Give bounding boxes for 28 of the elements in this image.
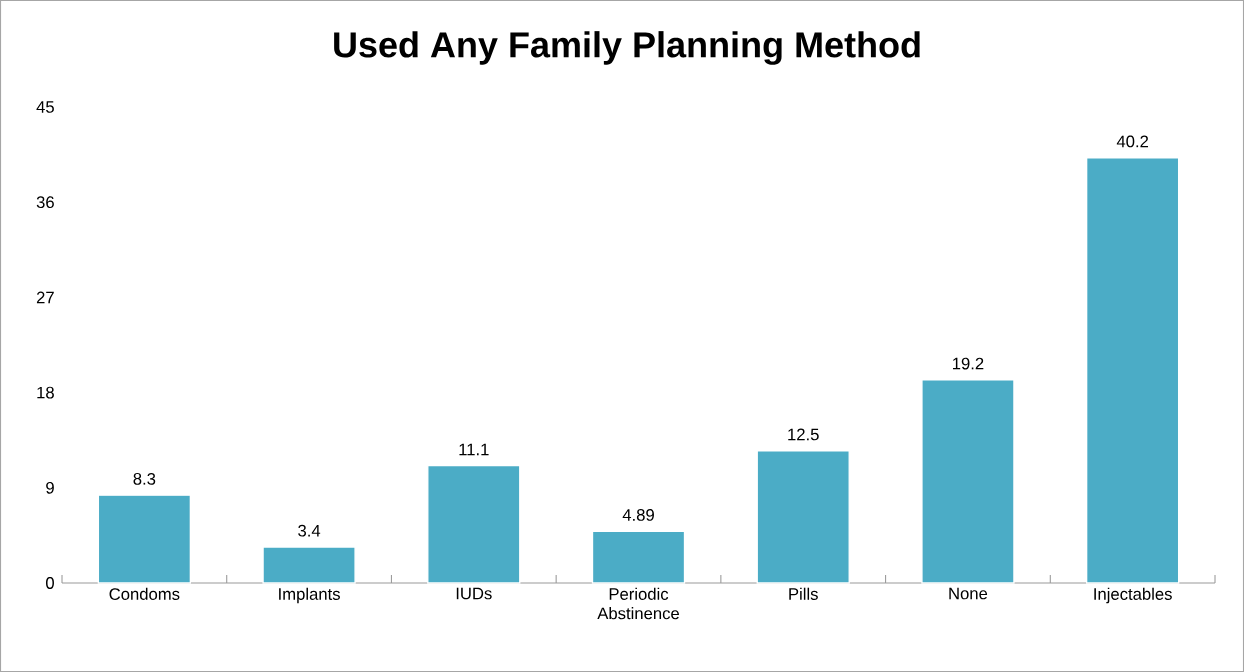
x-tick-label: None — [949, 587, 988, 600]
y-tick-label: 18 — [37, 386, 54, 399]
data-label: 11.1 — [459, 443, 489, 456]
y-tick-label: 36 — [36, 196, 54, 209]
x-tick-label: Pills — [789, 587, 818, 600]
bar — [591, 530, 686, 584]
y-tick-label: 45 — [36, 101, 54, 113]
y-tick-label: 9 — [46, 481, 54, 494]
y-tick-label: 27 — [36, 291, 54, 304]
x-tick-label: Implants — [279, 587, 340, 604]
x-tick-label: Injectables — [1094, 587, 1172, 604]
bar — [756, 450, 850, 584]
y-tick-label: 0 — [46, 577, 54, 589]
data-label: 3.4 — [298, 524, 321, 537]
chart-title: Used Any Family Planning Method — [334, 31, 920, 65]
data-label: 40.2 — [1116, 135, 1149, 148]
x-tick-label: Condoms — [109, 587, 180, 600]
data-label: 19.2 — [952, 357, 984, 370]
bar — [262, 546, 356, 584]
x-tick-label: Periodic Abstinence — [597, 587, 679, 620]
bar — [97, 494, 192, 584]
bar — [427, 464, 521, 584]
data-label: 12.5 — [788, 428, 819, 441]
data-label: 4.89 — [622, 509, 654, 521]
bar — [1085, 157, 1180, 584]
data-label: 8.3 — [133, 472, 156, 485]
x-tick-label: IUDs — [456, 587, 492, 600]
bar — [921, 379, 1015, 584]
